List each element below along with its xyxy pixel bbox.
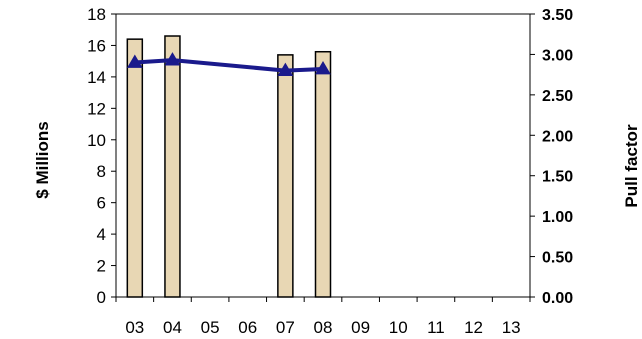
bar-04 xyxy=(164,35,181,298)
x-tick-label-11: 11 xyxy=(427,318,445,337)
x-tick-label-06: 06 xyxy=(238,318,257,337)
y-tick-label: 4 xyxy=(97,225,106,244)
bar-07 xyxy=(277,54,294,298)
y2-tick-label: 3.00 xyxy=(542,47,573,64)
y-tick-label: 8 xyxy=(97,162,106,181)
x-tick-label-04: 04 xyxy=(163,318,182,337)
bar-08 xyxy=(314,50,332,298)
y2-tick-label: 0.50 xyxy=(542,250,573,267)
y-tick-label: 0 xyxy=(97,288,106,307)
pull-factor-marker xyxy=(277,62,294,76)
y-tick-label: 12 xyxy=(87,99,106,118)
labels-layer: 0 2 4 6 8 10 12 14 16 18 0.00 0.50 1.00 1.50 2.00 2.50 3… xyxy=(87,5,573,337)
y2-axis-title: Pull factor xyxy=(622,124,641,208)
pull-factor-marker xyxy=(126,54,143,68)
x-tick-label-09: 09 xyxy=(351,318,370,337)
y-tick-label: 10 xyxy=(87,131,106,150)
y2-tick-label: 1.50 xyxy=(542,169,573,186)
pull-factor-marker xyxy=(315,60,331,75)
y-tick-label: 18 xyxy=(87,5,106,24)
x-tick-label-08: 08 xyxy=(314,318,333,337)
y2-tick-label: 1.00 xyxy=(542,209,573,226)
pull-factor-line xyxy=(134,58,324,73)
y-tick-label: 2 xyxy=(97,257,106,276)
y2-tick-label: 2.00 xyxy=(542,128,573,145)
line-layer xyxy=(126,52,331,76)
y2-tick-label: 0.00 xyxy=(542,290,573,307)
y2-tick-label: 3.50 xyxy=(542,7,573,24)
y-tick-label: 6 xyxy=(97,194,106,213)
y-tick-label: 16 xyxy=(87,36,106,55)
bars-layer xyxy=(126,35,332,298)
x-tick-label-12: 12 xyxy=(464,318,483,337)
y2-tick-label: 2.50 xyxy=(542,88,573,105)
x-tick-label-10: 10 xyxy=(389,318,408,337)
x-tick-label-13: 13 xyxy=(502,318,521,337)
x-tick-label-07: 07 xyxy=(276,318,295,337)
axes-layer xyxy=(111,13,535,302)
y-tick-label: 14 xyxy=(87,68,106,87)
bar-03 xyxy=(126,38,144,298)
x-tick-label-03: 03 xyxy=(125,318,144,337)
x-tick-label-05: 05 xyxy=(201,318,220,337)
pull-factor-marker xyxy=(164,52,181,66)
y-axis-title: $ Millions xyxy=(33,121,52,198)
